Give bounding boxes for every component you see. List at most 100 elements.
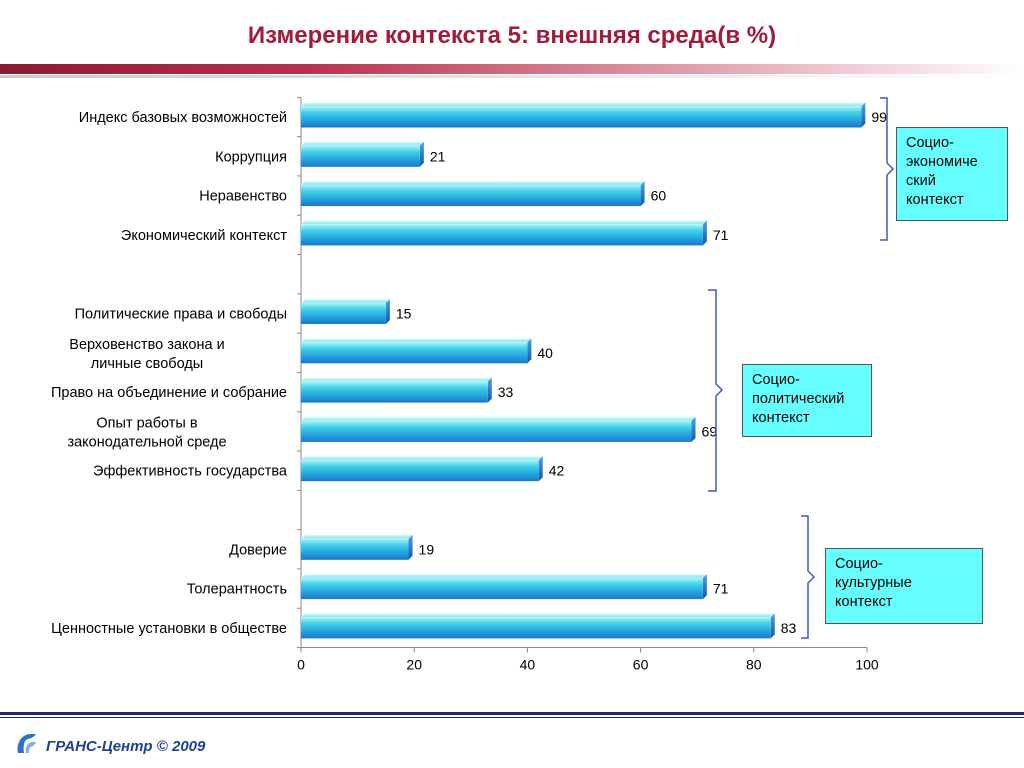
bar-end-face: [770, 613, 775, 639]
bar: [300, 455, 544, 482]
bar: [300, 573, 708, 600]
bar-value-label: 99: [871, 109, 887, 125]
bar-front-face: [301, 578, 703, 600]
group-label-line: экономиче: [906, 154, 978, 170]
bar-front-face: [301, 185, 641, 207]
bar-top-face: [300, 102, 866, 107]
bar-front-face: [301, 617, 771, 639]
footer-divider: [0, 712, 1024, 715]
bar-value-label: 21: [430, 148, 446, 164]
bar-top-face: [300, 338, 533, 343]
group-brace-socio-economic: [880, 97, 895, 241]
x-tick-label: 60: [633, 657, 649, 673]
bar-value-label: 71: [713, 227, 729, 243]
bar: [300, 298, 391, 324]
group-label-socio-cultural: Социо- культурные контекст: [825, 548, 983, 624]
bar-front-face: [301, 342, 528, 364]
bar-end-face: [702, 220, 707, 246]
bar-end-face: [640, 181, 645, 207]
bar-front-face: [301, 303, 386, 324]
bar-end-face: [419, 141, 424, 167]
group-label-line: контекст: [835, 594, 893, 610]
bar-top-face: [300, 141, 425, 147]
bar-end-face: [538, 456, 543, 482]
bar: [300, 534, 414, 560]
bar-front-face: [301, 145, 420, 167]
group-label-line: культурные: [835, 575, 912, 591]
bar-value-label: 69: [702, 423, 718, 439]
bar-value-label: 40: [537, 345, 553, 361]
category-label: Коррупция: [215, 149, 287, 165]
category-label: Ценностные установки в обществе: [51, 621, 287, 637]
bar-front-face: [301, 381, 488, 403]
bar-value-label: 15: [396, 306, 412, 322]
bar-front-face: [301, 460, 539, 482]
category-label: Верховенство закона и личные свободы: [69, 337, 224, 372]
bar: [300, 220, 708, 246]
bar-value-label: 33: [498, 384, 514, 400]
bar-end-face: [487, 377, 492, 403]
bar-value-label: 71: [713, 581, 729, 597]
bar: [300, 180, 646, 207]
group-label-socio-political: Социо- политический контекст: [742, 364, 872, 437]
bar-top-face: [300, 298, 391, 304]
bar-end-face: [408, 534, 413, 560]
title-underline: [0, 64, 1024, 74]
bar-end-face: [691, 416, 696, 442]
bar-end-face: [527, 338, 532, 364]
group-label-line: политический: [752, 391, 845, 407]
category-label: Доверие: [229, 542, 287, 558]
group-label-line: контекст: [752, 410, 810, 426]
group-label-line: Социо-: [906, 135, 954, 151]
bar-value-label: 19: [419, 541, 435, 557]
title-underline-shadow: [0, 75, 1024, 78]
bar-end-face: [385, 299, 390, 324]
category-label: Неравенство: [199, 189, 287, 205]
bar: [300, 416, 697, 442]
grans-logo-icon: [17, 734, 36, 753]
x-tick-label: 80: [746, 657, 762, 673]
bar-value-label: 42: [549, 463, 565, 479]
bar-top-face: [300, 377, 493, 382]
group-label-line: контекст: [906, 192, 964, 208]
bar: [300, 141, 425, 167]
bar: [300, 338, 533, 364]
x-tick-label: 20: [406, 657, 422, 673]
x-tick-label: 0: [297, 657, 305, 673]
category-label: Политические права и свободы: [75, 307, 287, 323]
x-tick-label: 100: [855, 657, 879, 673]
bar-end-face: [702, 574, 707, 600]
bar-front-face: [301, 538, 409, 560]
footer-divider-thin: [0, 717, 1024, 718]
bar-front-face: [301, 224, 703, 246]
bar-top-face: [300, 220, 708, 225]
category-label: Экономический контекст: [121, 228, 287, 244]
bar-top-face: [300, 534, 414, 540]
category-label: Опыт работы в законодательной среде: [67, 415, 226, 450]
bar: [300, 102, 866, 128]
bar-front-face: [301, 420, 692, 442]
group-brace-socio-cultural: [801, 515, 816, 639]
bar-top-face: [300, 613, 776, 618]
bar-chart: 0 20 40 60 80 100 Индекс базовых возможностей 9…: [51, 96, 895, 673]
bar-value-label: 60: [651, 188, 667, 204]
category-label: Индекс базовых возможностей: [79, 110, 287, 126]
x-tick-label: 40: [520, 657, 536, 673]
group-brace-socio-political: [708, 289, 724, 492]
bar-top-face: [300, 416, 697, 422]
group-label-line: Социо-: [752, 372, 800, 388]
page-title: Измерение контекста 5: внешняя среда(в %…: [247, 22, 777, 49]
bar-front-face: [301, 106, 862, 128]
bar: [300, 613, 776, 639]
group-label-socio-economic: Социо- экономиче ский контекст: [896, 127, 1008, 221]
group-label-line: ский: [906, 173, 936, 189]
bar-top-face: [300, 573, 708, 579]
bar-top-face: [300, 455, 544, 461]
bar: [300, 377, 493, 403]
footer-copyright: ГРАНС-Центр © 2009: [46, 738, 206, 755]
group-label-line: Социо-: [835, 556, 883, 572]
category-label: Эффективность государства: [93, 464, 288, 480]
category-label: Толерантность: [187, 582, 287, 598]
bar-top-face: [300, 180, 646, 186]
bar-end-face: [861, 102, 866, 128]
